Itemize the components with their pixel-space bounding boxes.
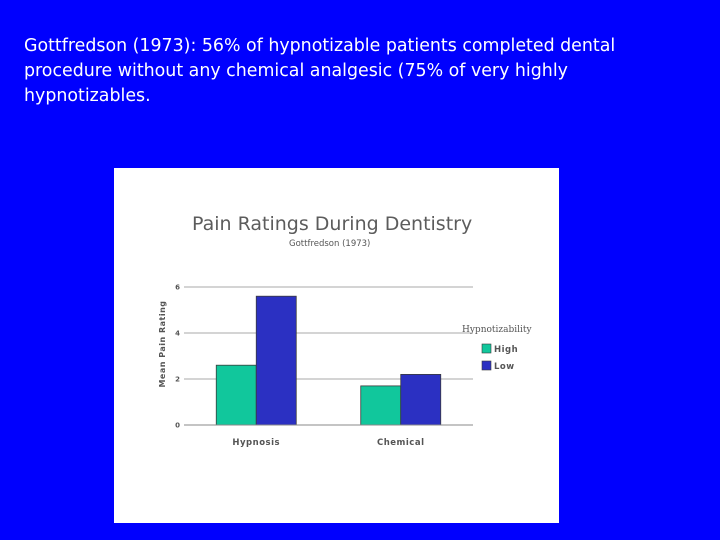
legend-title: Hypnotizability: [462, 325, 533, 335]
chart-subtitle: Gottfredson (1973): [289, 239, 370, 249]
legend: High Low: [481, 343, 518, 372]
y-tick-label: 6: [175, 284, 180, 292]
category-label: Hypnosis: [232, 438, 280, 448]
chart-title: Pain Ratings During Dentistry: [192, 213, 472, 235]
legend-label: High: [494, 345, 518, 355]
legend-swatch-high: [481, 343, 492, 354]
bar-chemical-high: [360, 385, 402, 426]
y-ticks: 0 2 4 6: [175, 284, 180, 430]
bar-hypnosis-low: [255, 295, 297, 426]
slide-text: Gottfredson (1973): 56% of hypnotizable …: [24, 36, 616, 106]
bars: [215, 295, 442, 426]
legend-label: Low: [494, 362, 515, 372]
chart-panel: Pain Ratings During Dentistry Gottfredso…: [114, 168, 559, 523]
bar-chemical-low: [400, 373, 442, 426]
category-labels: Hypnosis Chemical: [232, 438, 424, 448]
y-axis-label: Mean Pain Rating: [158, 300, 167, 387]
pain-ratings-chart: Pain Ratings During Dentistry Gottfredso…: [158, 213, 533, 448]
legend-swatch-low: [481, 360, 492, 371]
y-tick-label: 0: [175, 422, 180, 430]
category-label: Chemical: [377, 438, 425, 448]
y-tick-label: 4: [175, 330, 180, 338]
bar-hypnosis-high: [215, 364, 257, 426]
y-tick-label: 2: [175, 376, 180, 384]
